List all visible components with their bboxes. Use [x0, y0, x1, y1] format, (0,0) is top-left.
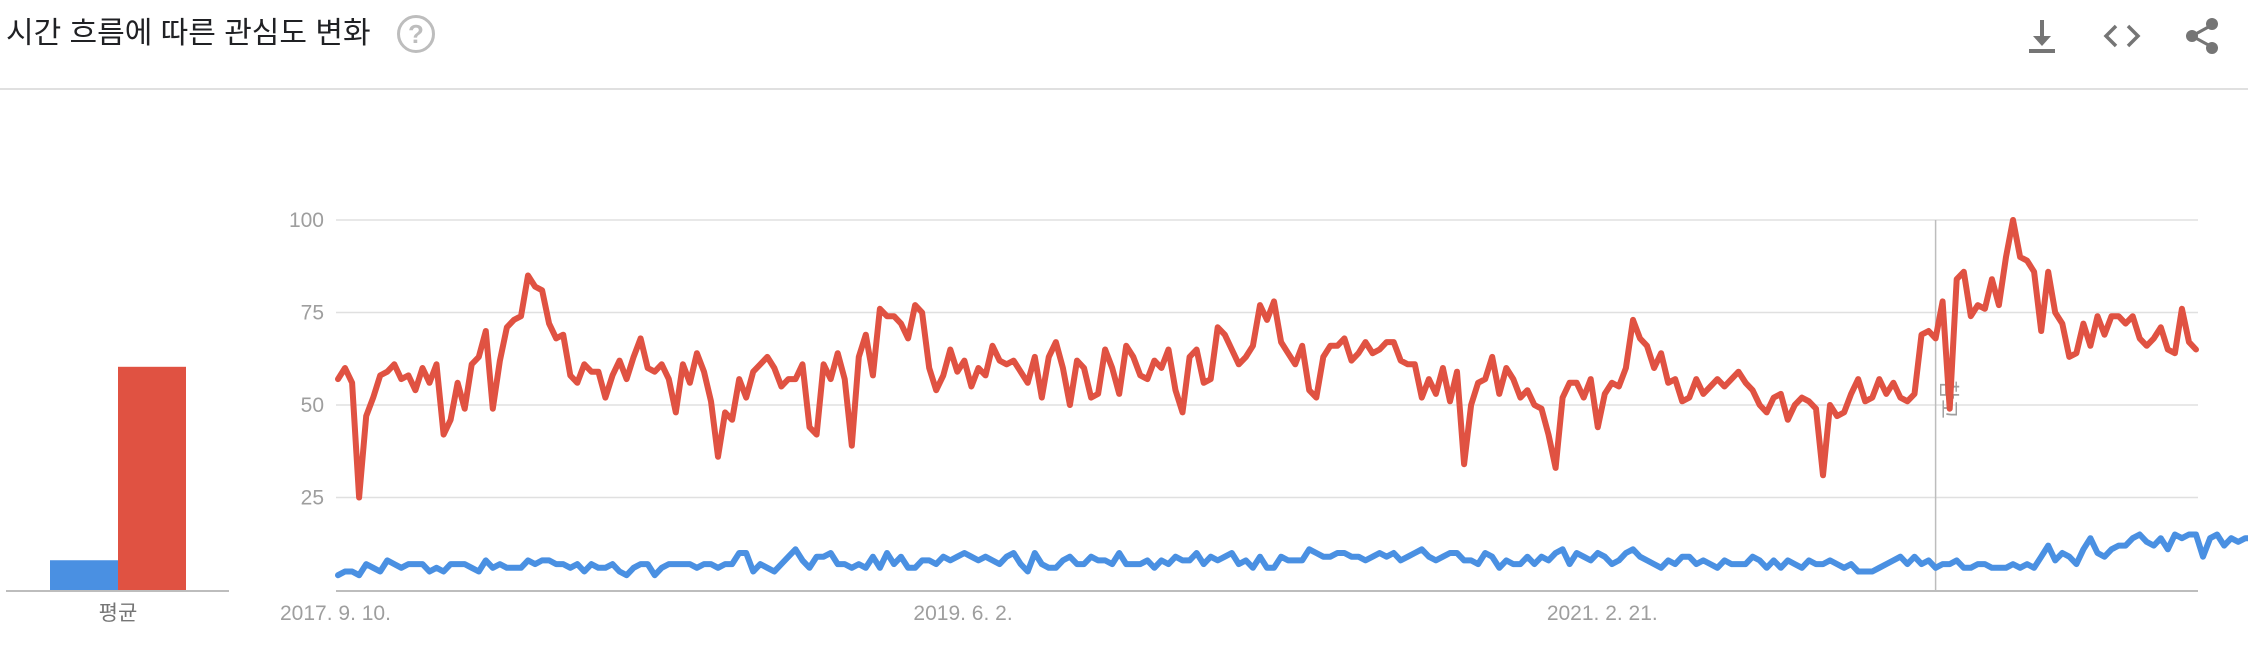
line-series-a[interactable] — [338, 535, 2248, 576]
y-tick-label-100: 100 — [289, 209, 324, 232]
share-icon[interactable] — [2178, 12, 2226, 60]
x-tick-label: 2017. 9. 10. — [280, 602, 391, 625]
chart-header: 시간 흐름에 따른 관심도 변화 ? — [0, 0, 2248, 90]
average-bar-series-b[interactable] — [118, 367, 186, 590]
help-icon[interactable]: ? — [397, 15, 435, 53]
series-lines — [338, 220, 2248, 575]
line-series-b[interactable] — [338, 220, 2196, 498]
chart-title: 시간 흐름에 따른 관심도 변화 — [6, 14, 371, 54]
embed-code-icon[interactable] — [2098, 12, 2146, 60]
average-bar-chart: 평균 — [6, 367, 229, 625]
download-icon[interactable] — [2018, 12, 2066, 60]
average-bar-series-a[interactable] — [50, 560, 118, 590]
x-tick-labels: 2017. 9. 10. 2019. 6. 2. 2021. 2. 21. — [280, 602, 1658, 625]
y-tick-label-75: 75 — [301, 302, 324, 325]
y-tick-label-25: 25 — [301, 487, 324, 510]
average-label: 평균 — [99, 602, 138, 625]
x-tick-label: 2021. 2. 21. — [1547, 602, 1658, 625]
y-tick-label-50: 50 — [301, 394, 324, 417]
x-tick-label: 2019. 6. 2. — [913, 602, 1012, 625]
